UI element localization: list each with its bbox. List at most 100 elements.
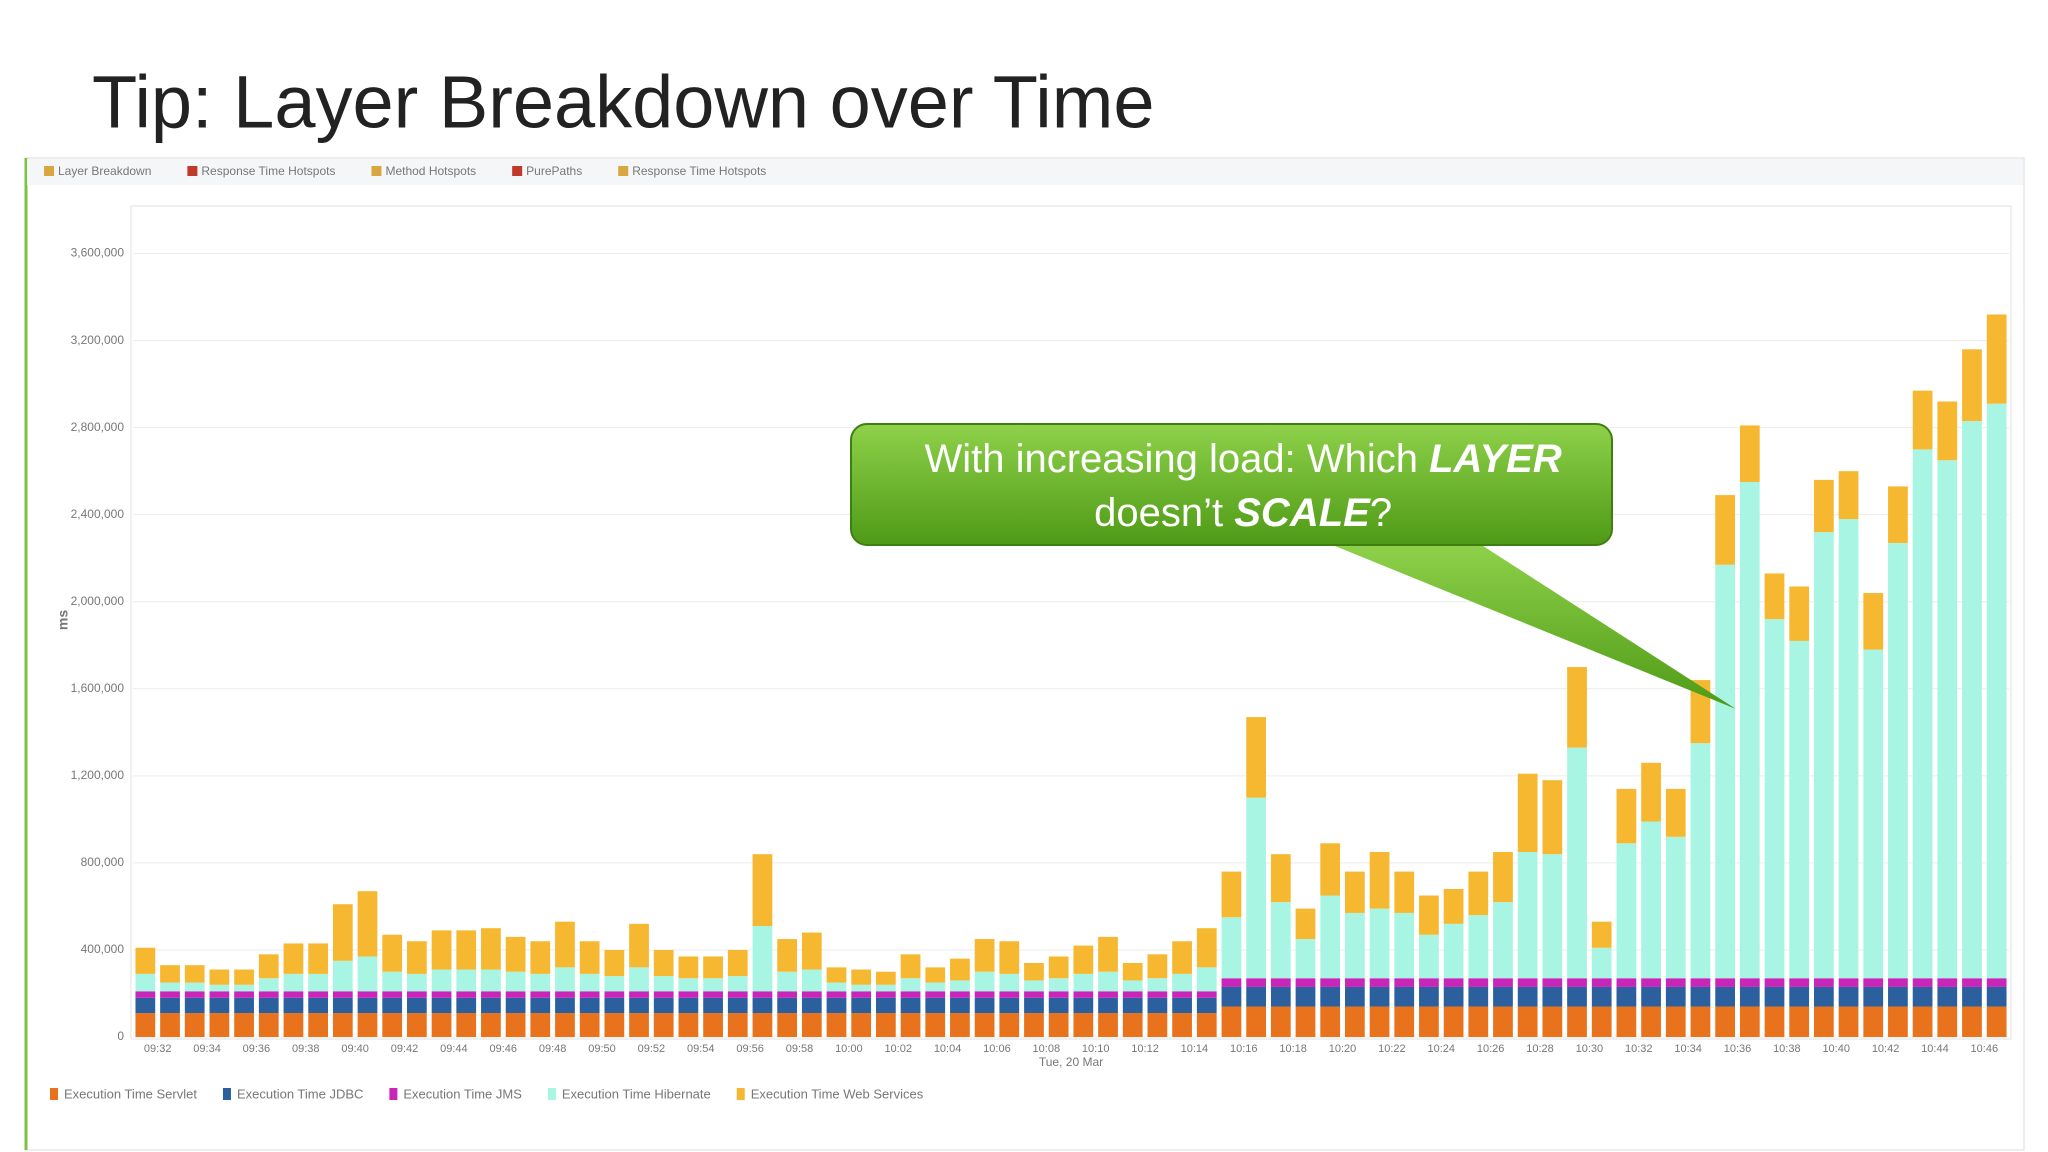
bar-segment [1962, 421, 1982, 979]
bar-segment [925, 967, 946, 983]
bar-segment [308, 1013, 329, 1037]
bar-segment [1419, 934, 1439, 979]
bar-segment [332, 997, 353, 1014]
x-tick-label: 09:58 [786, 1043, 814, 1055]
bar-segment [530, 997, 551, 1014]
bar-segment [258, 991, 279, 998]
bar-segment [1962, 349, 1982, 422]
callout-text: doesn’t [1094, 491, 1234, 535]
bar-segment [1295, 986, 1316, 1007]
x-tick-label: 09:52 [638, 1043, 666, 1055]
bar-segment [1542, 854, 1563, 979]
x-tick-label: 10:04 [934, 1043, 962, 1055]
bar-segment [1196, 967, 1217, 992]
bar-segment [1024, 980, 1044, 992]
bar-segment [184, 965, 205, 983]
bar-segment [801, 932, 822, 970]
tab[interactable]: PurePaths [526, 164, 582, 178]
bar-segment [1912, 390, 1933, 450]
bar-segment [555, 1013, 575, 1037]
bar-segment [135, 997, 156, 1014]
legend-entry: Execution Time Hibernate [562, 1086, 711, 1101]
bar-segment [875, 1013, 896, 1037]
bar-segment [1517, 852, 1538, 979]
bar-segment [1542, 1006, 1563, 1037]
bar-segment [1493, 852, 1513, 903]
bar-segment [875, 971, 896, 985]
bar-segment [505, 936, 526, 972]
bar-segment [875, 997, 896, 1014]
bar-segment [1369, 908, 1390, 979]
bar-segment [1122, 1013, 1143, 1037]
bar-segment [332, 904, 353, 961]
bar-segment [1073, 973, 1094, 992]
bar-segment [1591, 1006, 1612, 1037]
tab[interactable]: Response Time Hotspots [632, 164, 766, 178]
x-tick-label: 09:40 [341, 1043, 369, 1055]
tab-icon [512, 166, 523, 176]
bar-segment [1962, 1006, 1982, 1037]
bar-segment [974, 991, 995, 998]
bar-segment [456, 930, 477, 970]
bar-segment [1888, 1006, 1908, 1037]
bar-segment [777, 939, 798, 972]
bar-segment [1024, 1013, 1044, 1037]
bar-segment [555, 921, 575, 968]
bar-segment [1813, 479, 1834, 533]
bar-segment [160, 982, 180, 992]
bar-segment [604, 949, 625, 977]
bar-segment [1665, 1006, 1686, 1037]
bar-segment [1567, 667, 1587, 748]
bar-segment [481, 991, 501, 998]
bar-segment [258, 997, 279, 1014]
bar-segment [1567, 986, 1587, 1007]
tab[interactable]: Response Time Hotspots [201, 164, 335, 178]
bar-segment [382, 997, 403, 1014]
y-tick-label: 3,200,000 [71, 333, 125, 347]
bar-segment [481, 969, 501, 992]
tab[interactable]: Method Hotspots [385, 164, 476, 178]
x-tick-label: 09:50 [588, 1043, 616, 1055]
bar-segment [505, 971, 526, 992]
tab[interactable]: Layer Breakdown [58, 164, 151, 178]
bar-segment [209, 969, 230, 985]
bar-segment [481, 928, 501, 970]
bar-segment [1739, 1006, 1760, 1037]
bar-segment [653, 997, 674, 1014]
bar-segment [1048, 956, 1069, 979]
bar-segment [234, 991, 254, 998]
bar-segment [1443, 986, 1464, 1007]
bar-segment [851, 991, 872, 998]
bar-segment [1172, 1013, 1192, 1037]
callout-text: ? [1370, 491, 1392, 535]
bar-segment [653, 1013, 674, 1037]
bar-segment [703, 991, 723, 998]
x-tick-label: 09:48 [539, 1043, 567, 1055]
bar-segment [135, 1013, 156, 1037]
x-tick-label: 10:30 [1576, 1043, 1604, 1055]
bar-segment [1493, 978, 1513, 987]
bar-segment [1295, 1006, 1316, 1037]
bar-segment [1073, 997, 1094, 1014]
y-tick-label: 2,800,000 [71, 420, 125, 434]
callout-emphasis: SCALE [1234, 491, 1371, 535]
bar-segment [752, 1013, 773, 1037]
bar-segment [1246, 978, 1267, 987]
bar-segment [1641, 986, 1661, 1007]
bar-segment [1369, 978, 1390, 987]
bar-segment [160, 1013, 180, 1037]
bar-segment [555, 997, 575, 1014]
bar-segment [456, 991, 477, 998]
bar-segment [1888, 486, 1908, 543]
bar-segment [1986, 314, 2007, 404]
bar-segment [801, 1013, 822, 1037]
bar-segment [1172, 973, 1192, 992]
bar-segment [357, 956, 378, 992]
bar-segment [629, 991, 649, 998]
y-axis-label: ms [55, 610, 71, 630]
x-tick-label: 10:26 [1477, 1043, 1505, 1055]
x-tick-label: 10:32 [1625, 1043, 1653, 1055]
bar-segment [900, 978, 921, 992]
bar-segment [950, 991, 970, 998]
bar-segment [1986, 1006, 2007, 1037]
